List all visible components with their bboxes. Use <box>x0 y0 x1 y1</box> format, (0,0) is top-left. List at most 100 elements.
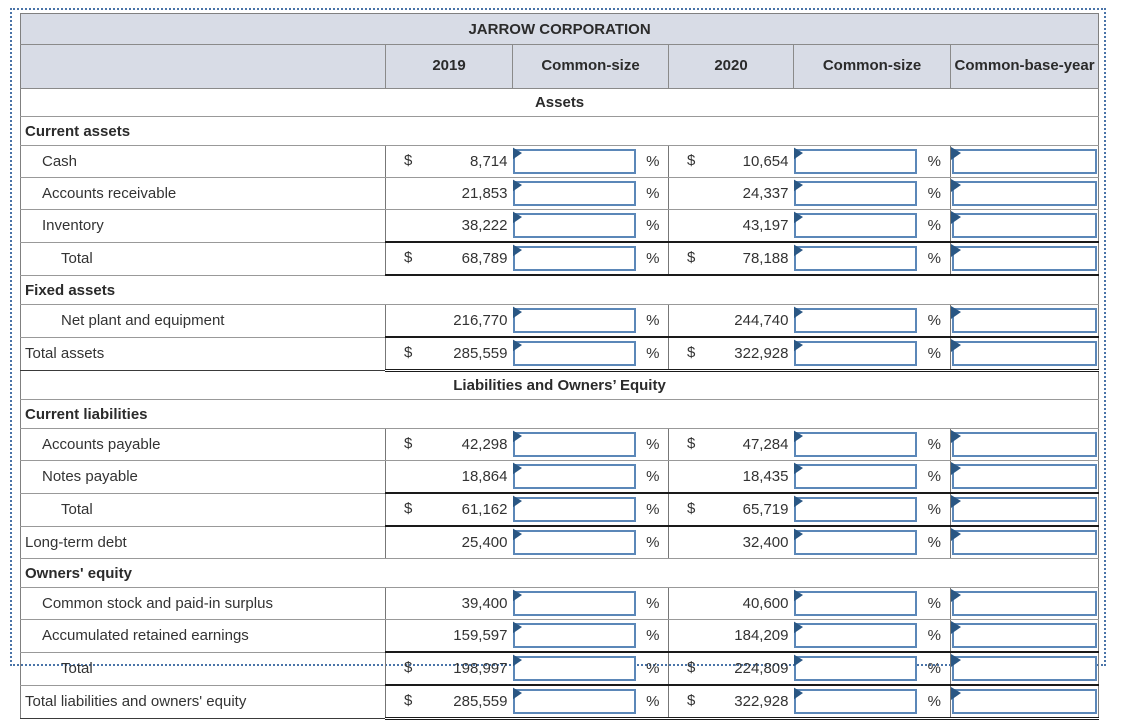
value-text: 184,209 <box>734 627 789 644</box>
value-text: 198,997 <box>453 660 508 677</box>
percent-sign: % <box>637 619 669 653</box>
value-text: 216,770 <box>453 312 508 329</box>
table-row: Liabilities and Owners’ Equity <box>20 370 1099 400</box>
cell-flag-icon <box>951 654 961 667</box>
table-row-inventory: Inventory 38,222 % 43,197 % <box>20 209 1099 243</box>
table-row-long-term-debt: Long-term debt 25,400 % 32,400 % <box>20 526 1099 559</box>
common-size-2019-input-cl-total[interactable] <box>512 497 636 522</box>
common-base-year-input-inventory[interactable] <box>952 213 1098 238</box>
common-base-year-input-total-assets[interactable] <box>952 341 1098 366</box>
common-base-year-input-cs[interactable] <box>952 591 1098 616</box>
percent-sign: % <box>918 526 951 559</box>
common-size-2019-input-ca-total[interactable] <box>512 246 636 271</box>
common-size-2020-input-cl-total[interactable] <box>793 497 917 522</box>
common-base-year-input-ltd[interactable] <box>952 530 1098 555</box>
common-base-year-input-np[interactable] <box>952 464 1098 489</box>
percent-sign: % <box>637 460 669 494</box>
common-size-2020-input-total-assets[interactable] <box>793 341 917 366</box>
common-size-2020-input-tle[interactable] <box>793 689 917 714</box>
percent-sign: % <box>918 587 951 620</box>
value-text: 32,400 <box>742 534 789 551</box>
table-row: Assets <box>20 88 1099 117</box>
common-size-2020-cell <box>793 336 919 372</box>
value-2020: 244,740 <box>668 304 794 338</box>
value-2019: 159,597 <box>385 619 513 653</box>
common-base-year-input-ap[interactable] <box>952 432 1098 457</box>
row-label: Total assets <box>20 337 386 371</box>
cell-flag-icon <box>951 589 961 602</box>
percent-sign: % <box>918 492 951 527</box>
common-size-2019-input-ap[interactable] <box>512 432 636 457</box>
common-base-year-input-ar[interactable] <box>952 181 1098 206</box>
percent-sign: % <box>637 428 669 461</box>
currency-symbol: $ <box>404 500 413 517</box>
value-2020: $224,809 <box>668 651 794 686</box>
common-base-year-input-ca-total[interactable] <box>952 246 1098 271</box>
table-row-current-assets-total: Total $68,789 % $78,188 % <box>20 241 1099 276</box>
currency-symbol: $ <box>687 152 696 169</box>
common-size-2020-input-re[interactable] <box>793 623 917 648</box>
common-size-2020-cell <box>793 428 919 461</box>
common-size-2019-input-cash[interactable] <box>512 149 636 174</box>
common-size-2020-cell <box>793 651 919 686</box>
common-size-2020-input-oe-total[interactable] <box>793 656 917 681</box>
row-label: Inventory <box>20 209 386 243</box>
common-size-2020-input-ar[interactable] <box>793 181 917 206</box>
common-size-2019-input-tle[interactable] <box>512 689 636 714</box>
common-size-2019-input-total-assets[interactable] <box>512 341 636 366</box>
table-row-net-plant: Net plant and equipment 216,770 % 244,74… <box>20 304 1099 338</box>
common-base-year-input-re[interactable] <box>952 623 1098 648</box>
common-size-2019-input-nppe[interactable] <box>512 308 636 333</box>
common-size-2019-input-ltd[interactable] <box>512 530 636 555</box>
row-label: Accumulated retained earnings <box>20 619 386 653</box>
common-base-year-cell <box>950 619 1099 653</box>
common-size-2020-input-inventory[interactable] <box>793 213 917 238</box>
common-size-2019-input-cs[interactable] <box>512 591 636 616</box>
common-size-2020-input-ltd[interactable] <box>793 530 917 555</box>
currency-symbol: $ <box>404 692 413 709</box>
value-2020: 43,197 <box>668 209 794 243</box>
common-base-year-input-tle[interactable] <box>952 689 1098 714</box>
worksheet-selection-border: JARROW CORPORATION 2019 Common-size 2020… <box>10 8 1106 720</box>
currency-symbol: $ <box>404 344 413 361</box>
common-size-2019-input-re[interactable] <box>512 623 636 648</box>
value-text: 78,188 <box>742 250 789 267</box>
common-size-2020-input-ca-total[interactable] <box>793 246 917 271</box>
table-row-accounts-receivable: Accounts receivable 21,853 % 24,337 % <box>20 177 1099 210</box>
percent-sign: % <box>918 209 951 243</box>
value-2020: $65,719 <box>668 492 794 527</box>
cell-flag-icon <box>793 430 803 443</box>
common-base-year-cell <box>950 304 1099 338</box>
value-text: 43,197 <box>742 217 789 234</box>
common-size-2019-input-np[interactable] <box>512 464 636 489</box>
table-row-accounts-payable: Accounts payable $42,298 % $47,284 % <box>20 428 1099 461</box>
common-base-year-input-nppe[interactable] <box>952 308 1098 333</box>
common-size-2019-input-inventory[interactable] <box>512 213 636 238</box>
column-header-common-base-year: Common-base-year <box>949 44 1099 89</box>
common-base-year-input-oe-total[interactable] <box>952 656 1098 681</box>
currency-symbol: $ <box>687 500 696 517</box>
common-size-2020-input-cs[interactable] <box>793 591 917 616</box>
common-size-2019-input-oe-total[interactable] <box>512 656 636 681</box>
table-row: 2019 Common-size 2020 Common-size Common… <box>20 44 1099 89</box>
column-header-2020: 2020 <box>668 44 794 89</box>
common-size-2020-input-np[interactable] <box>793 464 917 489</box>
cell-flag-icon <box>951 147 961 160</box>
common-size-2020-input-ap[interactable] <box>793 432 917 457</box>
common-base-year-cell <box>950 336 1099 372</box>
cell-flag-icon <box>951 339 961 352</box>
value-2019: $285,559 <box>385 336 513 372</box>
cell-flag-icon <box>793 211 803 224</box>
table-row-notes-payable: Notes payable 18,864 % 18,435 % <box>20 460 1099 494</box>
value-text: 65,719 <box>742 501 789 518</box>
common-size-2020-input-cash[interactable] <box>793 149 917 174</box>
common-base-year-input-cash[interactable] <box>952 149 1098 174</box>
common-size-2020-input-nppe[interactable] <box>793 308 917 333</box>
value-2019: 25,400 <box>385 526 513 559</box>
value-2019: $61,162 <box>385 492 513 527</box>
percent-sign: % <box>637 526 669 559</box>
cell-flag-icon <box>951 495 961 508</box>
common-size-2019-input-ar[interactable] <box>512 181 636 206</box>
common-base-year-input-cl-total[interactable] <box>952 497 1098 522</box>
value-2020: 184,209 <box>668 619 794 653</box>
